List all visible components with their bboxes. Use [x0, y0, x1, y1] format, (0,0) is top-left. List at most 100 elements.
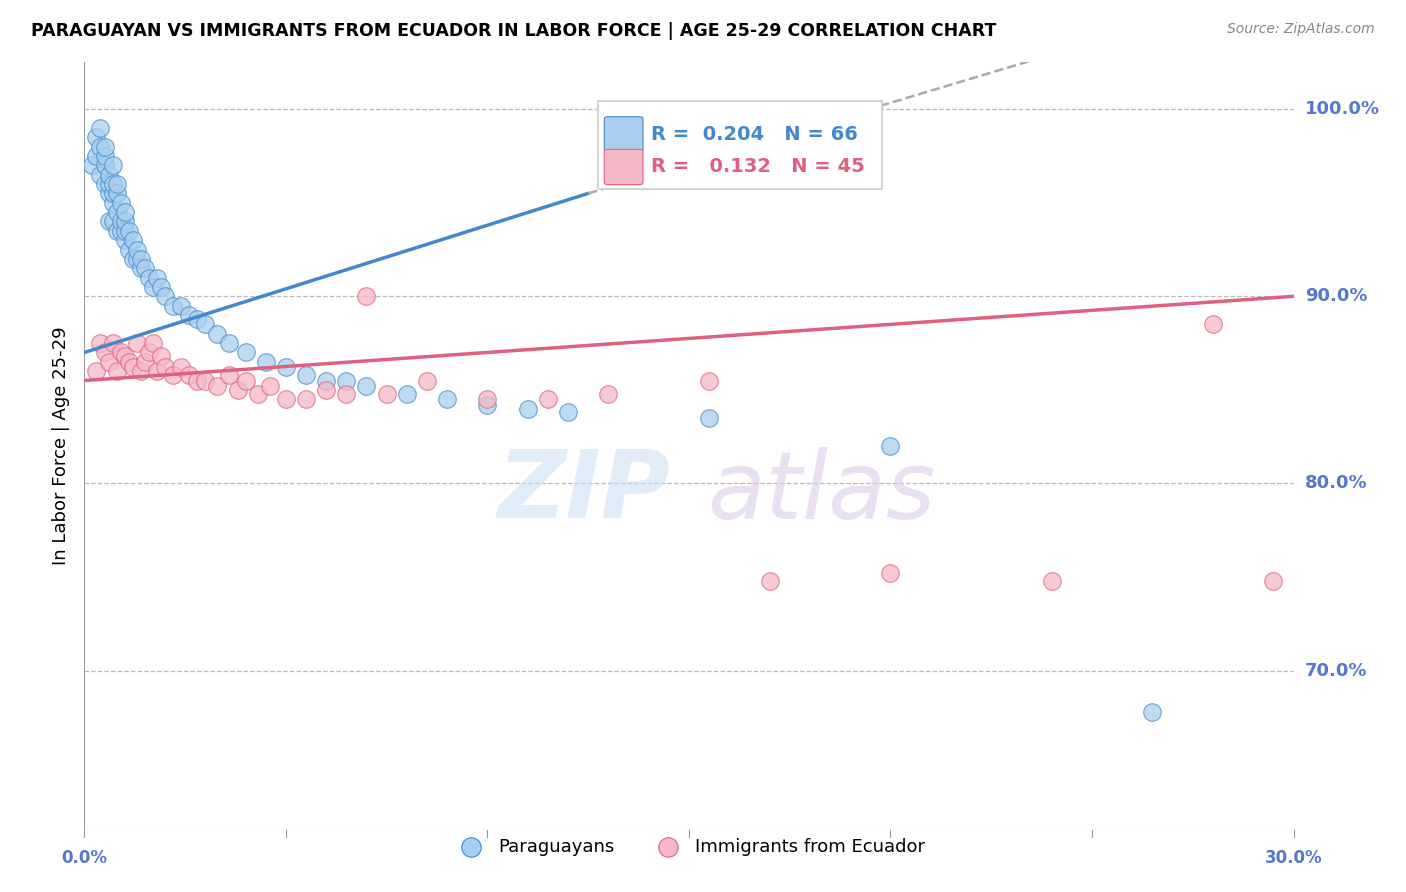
Point — [356, 289, 378, 303]
Point — [118, 355, 141, 369]
Point — [82, 158, 104, 172]
Point — [218, 336, 240, 351]
Point — [118, 224, 141, 238]
Point — [114, 349, 136, 363]
Point — [516, 401, 538, 416]
Point — [101, 195, 124, 210]
Legend: Paraguayans, Immigrants from Ecuador: Paraguayans, Immigrants from Ecuador — [446, 830, 932, 863]
Point — [93, 158, 115, 172]
Point — [114, 214, 136, 228]
Point — [125, 243, 148, 257]
Point — [93, 149, 115, 163]
Point — [105, 224, 128, 238]
Point — [1040, 574, 1063, 588]
Point — [86, 364, 108, 378]
Point — [93, 345, 115, 359]
Point — [235, 345, 257, 359]
Point — [121, 360, 143, 375]
Point — [477, 392, 499, 407]
FancyBboxPatch shape — [605, 117, 643, 152]
Point — [105, 364, 128, 378]
FancyBboxPatch shape — [605, 149, 643, 185]
Point — [138, 270, 160, 285]
Point — [170, 299, 193, 313]
Text: 100.0%: 100.0% — [1305, 100, 1379, 119]
Text: R =   0.132   N = 45: R = 0.132 N = 45 — [651, 158, 865, 177]
Text: R =  0.204   N = 66: R = 0.204 N = 66 — [651, 125, 858, 144]
Point — [162, 368, 184, 382]
Point — [194, 374, 217, 388]
Point — [153, 289, 176, 303]
Point — [149, 349, 172, 363]
Text: ZIP: ZIP — [498, 446, 671, 538]
Point — [557, 405, 579, 419]
Point — [186, 374, 208, 388]
Point — [93, 177, 115, 191]
Point — [97, 168, 120, 182]
Point — [97, 214, 120, 228]
Point — [101, 336, 124, 351]
Point — [97, 177, 120, 191]
Text: 80.0%: 80.0% — [1305, 475, 1367, 492]
Point — [218, 368, 240, 382]
Point — [142, 280, 165, 294]
Point — [274, 392, 297, 407]
Text: 90.0%: 90.0% — [1305, 287, 1367, 305]
Point — [101, 177, 124, 191]
Text: Source: ZipAtlas.com: Source: ZipAtlas.com — [1227, 22, 1375, 37]
Point — [110, 224, 132, 238]
Point — [89, 336, 111, 351]
Point — [395, 386, 418, 401]
Point — [295, 368, 318, 382]
Point — [146, 364, 169, 378]
Point — [179, 308, 201, 322]
Point — [89, 168, 111, 182]
Point — [134, 261, 156, 276]
Point — [129, 364, 152, 378]
Point — [105, 205, 128, 219]
Point — [110, 195, 132, 210]
Point — [375, 386, 398, 401]
Point — [93, 139, 115, 153]
Text: atlas: atlas — [707, 447, 935, 538]
Point — [598, 386, 620, 401]
Point — [86, 149, 108, 163]
Text: 30.0%: 30.0% — [1265, 849, 1322, 867]
Point — [97, 186, 120, 201]
Point — [295, 392, 318, 407]
Point — [121, 233, 143, 247]
Point — [105, 177, 128, 191]
Point — [86, 130, 108, 145]
Text: 70.0%: 70.0% — [1305, 662, 1367, 680]
Point — [335, 386, 357, 401]
Point — [697, 411, 720, 425]
Point — [114, 205, 136, 219]
Point — [697, 374, 720, 388]
Point — [207, 326, 229, 341]
Point — [121, 252, 143, 266]
Point — [356, 379, 378, 393]
Point — [537, 392, 560, 407]
Point — [1263, 574, 1285, 588]
Point — [114, 233, 136, 247]
Point — [259, 379, 281, 393]
Point — [89, 139, 111, 153]
Point — [315, 374, 337, 388]
Point — [110, 214, 132, 228]
FancyBboxPatch shape — [599, 101, 883, 189]
Point — [235, 374, 257, 388]
Point — [101, 158, 124, 172]
Point — [758, 574, 780, 588]
Point — [110, 345, 132, 359]
Point — [170, 360, 193, 375]
Point — [134, 355, 156, 369]
Point — [89, 120, 111, 135]
Point — [153, 360, 176, 375]
Point — [274, 360, 297, 375]
Point — [97, 355, 120, 369]
Point — [114, 224, 136, 238]
Point — [879, 439, 901, 453]
Y-axis label: In Labor Force | Age 25-29: In Labor Force | Age 25-29 — [52, 326, 70, 566]
Point — [118, 243, 141, 257]
Point — [142, 336, 165, 351]
